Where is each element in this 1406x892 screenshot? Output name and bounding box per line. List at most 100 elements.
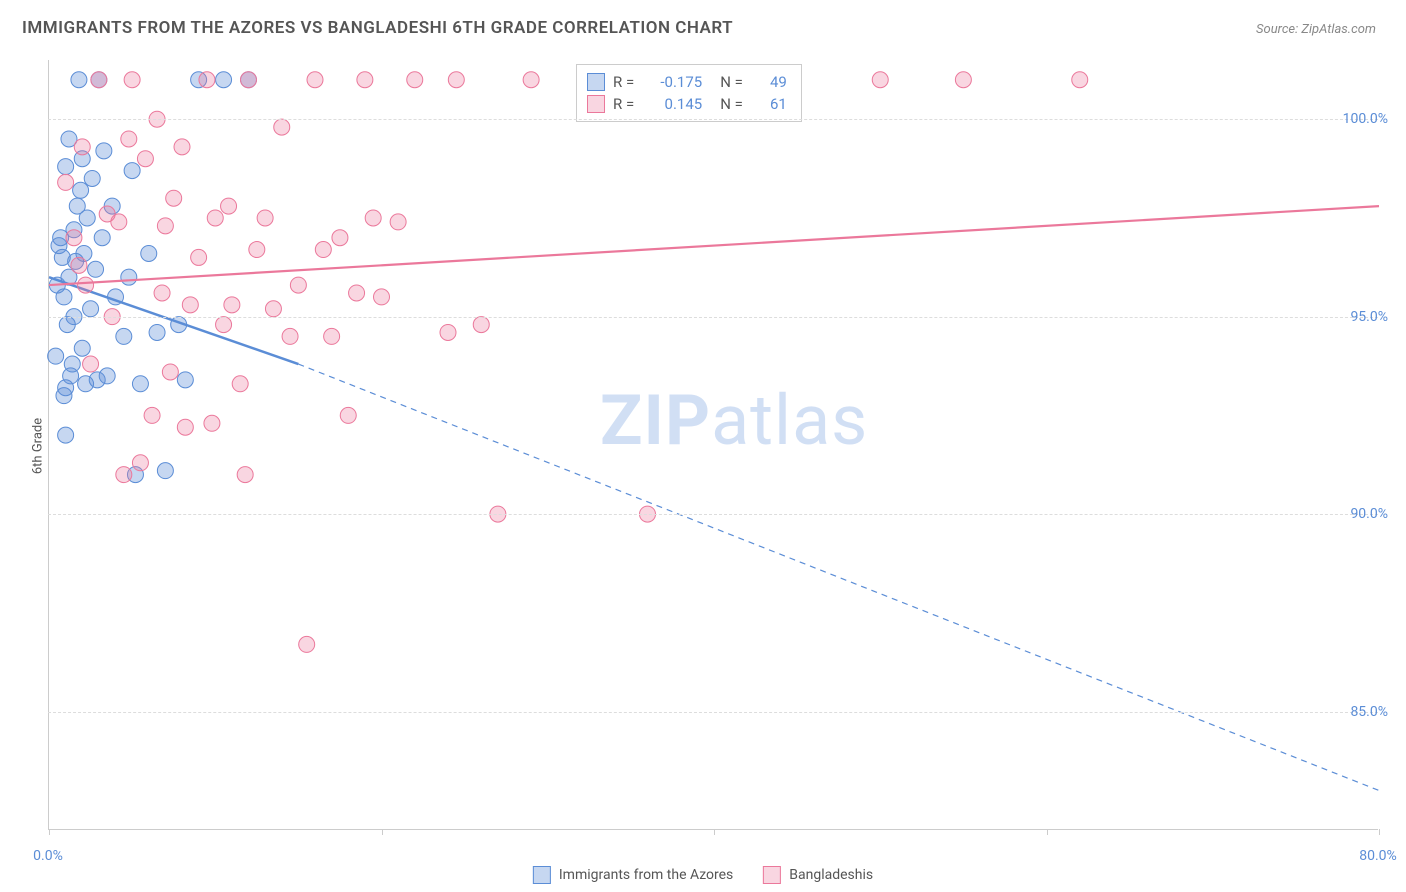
source-attribution: Source: ZipAtlas.com (1256, 22, 1376, 37)
legend-n-value: 61 (757, 95, 787, 113)
scatter-point (74, 340, 90, 356)
legend-r-label: R = (613, 95, 634, 113)
scatter-point (523, 72, 539, 88)
scatter-point (1072, 72, 1088, 88)
scatter-point (182, 297, 198, 313)
scatter-point (204, 415, 220, 431)
scatter-point (51, 238, 67, 254)
scatter-point (124, 163, 140, 179)
scatter-point (58, 427, 74, 443)
scatter-point (116, 467, 132, 483)
x-tick (49, 829, 50, 835)
chart-svg (49, 60, 1378, 829)
scatter-point (144, 407, 160, 423)
x-tick-label: 80.0% (1359, 848, 1397, 864)
gridline (48, 712, 1378, 713)
scatter-point (157, 463, 173, 479)
scatter-point (282, 328, 298, 344)
scatter-point (137, 151, 153, 167)
scatter-point (357, 72, 373, 88)
scatter-point (96, 143, 112, 159)
scatter-point (216, 317, 232, 333)
scatter-point (141, 245, 157, 261)
scatter-point (91, 72, 107, 88)
scatter-point (274, 119, 290, 135)
trendline-solid (49, 206, 1379, 285)
scatter-point (177, 372, 193, 388)
stats-legend-row: R = -0.175 N = 49 (587, 71, 787, 93)
x-tick (1047, 829, 1048, 835)
scatter-point (48, 348, 64, 364)
scatter-point (121, 131, 137, 147)
scatter-point (71, 257, 87, 273)
scatter-point (66, 230, 82, 246)
legend-n-value: 49 (757, 73, 787, 91)
scatter-point (99, 368, 115, 384)
scatter-point (224, 297, 240, 313)
scatter-point (69, 198, 85, 214)
scatter-point (174, 139, 190, 155)
scatter-point (73, 182, 89, 198)
gridline (48, 514, 1378, 515)
scatter-point (216, 72, 232, 88)
scatter-point (290, 277, 306, 293)
bottom-legend: Immigrants from the Azores Bangladeshis (533, 866, 873, 884)
scatter-point (473, 317, 489, 333)
scatter-point (71, 72, 87, 88)
scatter-point (232, 376, 248, 392)
scatter-point (83, 356, 99, 372)
x-tick-label: 0.0% (33, 848, 63, 864)
scatter-point (157, 218, 173, 234)
stats-legend: R = -0.175 N = 49 R = 0.145 N = 61 (576, 64, 802, 122)
scatter-point (132, 376, 148, 392)
scatter-point (99, 206, 115, 222)
scatter-point (177, 419, 193, 435)
scatter-point (116, 328, 132, 344)
gridline (48, 317, 1378, 318)
bottom-legend-item: Bangladeshis (763, 866, 873, 884)
legend-n-label: N = (720, 73, 743, 91)
x-tick (1379, 829, 1380, 835)
scatter-point (78, 277, 94, 293)
scatter-point (440, 324, 456, 340)
scatter-point (58, 159, 74, 175)
scatter-point (149, 324, 165, 340)
scatter-point (955, 72, 971, 88)
scatter-point (307, 72, 323, 88)
bottom-legend-label: Immigrants from the Azores (559, 867, 733, 883)
scatter-point (58, 174, 74, 190)
scatter-point (199, 72, 215, 88)
y-tick-label: 100.0% (1343, 111, 1388, 127)
scatter-point (124, 72, 140, 88)
scatter-point (365, 210, 381, 226)
scatter-point (390, 214, 406, 230)
chart-title: IMMIGRANTS FROM THE AZORES VS BANGLADESH… (22, 18, 733, 38)
scatter-point (315, 242, 331, 258)
scatter-point (257, 210, 273, 226)
scatter-point (221, 198, 237, 214)
y-tick-label: 90.0% (1350, 506, 1388, 522)
scatter-point (241, 72, 257, 88)
scatter-point (207, 210, 223, 226)
stats-legend-row: R = 0.145 N = 61 (587, 93, 787, 115)
legend-n-label: N = (720, 95, 743, 113)
bottom-legend-label: Bangladeshis (789, 867, 873, 883)
legend-swatch-bangladeshi (763, 866, 781, 884)
legend-r-value: 0.145 (648, 95, 702, 113)
scatter-point (872, 72, 888, 88)
scatter-point (324, 328, 340, 344)
legend-swatch-bangladeshi (587, 95, 605, 113)
scatter-point (121, 269, 137, 285)
legend-r-label: R = (613, 73, 634, 91)
y-axis-label: 6th Grade (31, 418, 46, 474)
scatter-point (94, 230, 110, 246)
scatter-point (88, 261, 104, 277)
scatter-point (162, 364, 178, 380)
scatter-point (64, 356, 80, 372)
scatter-point (407, 72, 423, 88)
y-tick-label: 85.0% (1350, 704, 1388, 720)
y-tick-label: 95.0% (1350, 309, 1388, 325)
legend-swatch-azores (533, 866, 551, 884)
scatter-point (84, 170, 100, 186)
scatter-point (166, 190, 182, 206)
